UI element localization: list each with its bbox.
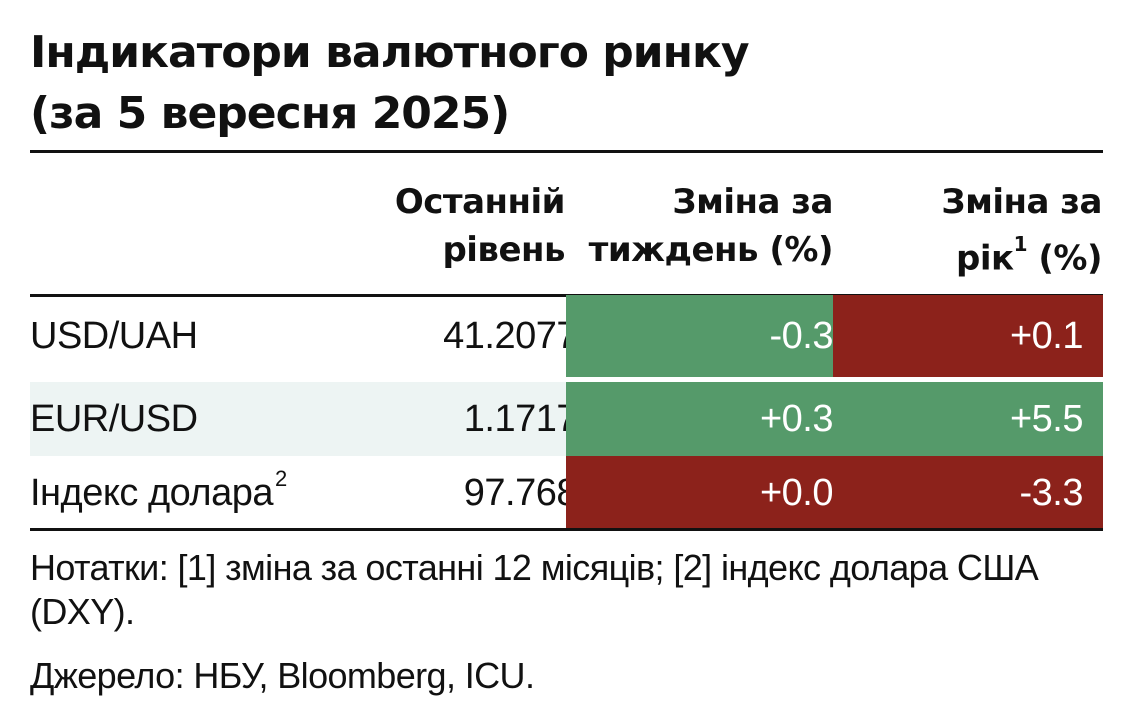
cell-last-level: 1.1717 [463,397,578,440]
row-label: Індекс долара 2 [30,456,360,530]
table-notes: Нотатки: [1] зміна за останні 12 місяців… [30,547,1039,632]
bottom-rule [30,528,1103,531]
column-header-line-1: Зміна за [941,182,1102,222]
column-header-word: рік [956,238,1014,279]
footnote-marker: 1 [1013,232,1028,256]
title-line-2: (за 5 вересня 2025) [30,88,510,139]
table-row: EUR/USD 1.1717 +0.3 +5.5 [30,382,1103,456]
cell-weekly-change: +0.0 [566,456,853,530]
column-header-unit: (%) [1027,238,1102,279]
column-header-line-1: Останній [394,182,566,222]
cell-weekly-change: +0.3 [566,382,853,456]
cell-yearly-change: +5.5 [833,382,1103,456]
title-line-1: Індикатори валютного ринку [30,27,750,78]
column-header-line-2: рівень [442,230,565,270]
table-row: USD/UAH 41.2077 -0.3 +0.1 [30,295,1103,377]
column-header-line-2: тиждень (%) [588,230,834,270]
cell-weekly-change: -0.3 [566,295,853,377]
column-header-line-1: Зміна за [672,182,833,222]
source-note: Джерело: НБУ, Bloomberg, ICU. [30,655,535,696]
cell-yearly-change: -3.3 [833,456,1103,530]
column-header-last-level: Останній рівень [360,178,566,274]
footnote-marker: 2 [275,466,287,491]
figure-title: Індикатори валютного ринку (за 5 вересня… [30,22,1100,144]
column-header-yearly-change: Зміна за рік1 (%) [845,178,1102,282]
top-rule [30,150,1103,153]
cell-last-level: 41.2077 [443,314,577,357]
row-label-text: USD/UAH [30,314,198,357]
row-label: EUR/USD [30,382,360,456]
column-header-line-2: рік1 (%) [845,226,1102,282]
row-label: USD/UAH [30,299,360,373]
table-row: Індекс долара 2 97.768 +0.0 -3.3 [30,456,1103,530]
cell-last-level: 97.768 [463,471,578,514]
row-label-text: EUR/USD [30,397,198,440]
row-label-text: Індекс долара [30,471,274,514]
column-header-weekly-change: Зміна за тиждень (%) [580,178,834,274]
cell-yearly-change: +0.1 [833,295,1103,377]
